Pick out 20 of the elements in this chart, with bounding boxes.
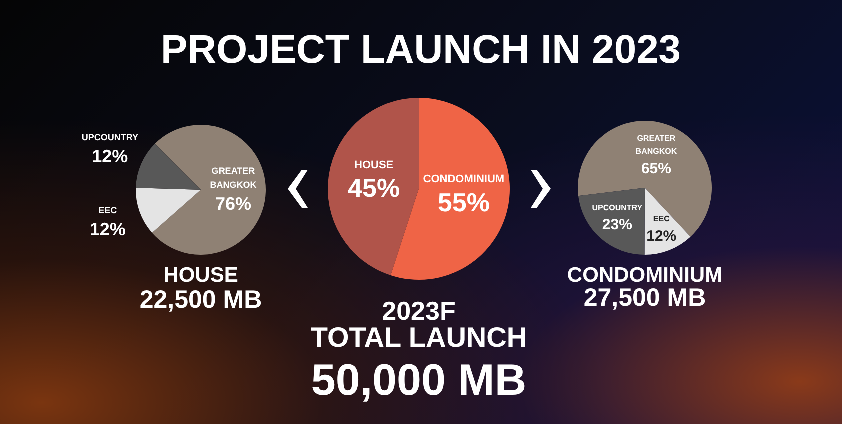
text: 50,000 MB	[311, 356, 527, 406]
data-label: 55%	[438, 187, 490, 218]
chart-title: PROJECT LAUNCH IN 2023	[160, 28, 682, 73]
data-label: 65%	[641, 160, 672, 178]
data-label: 76%	[215, 194, 252, 214]
data-label: 12%	[90, 220, 126, 240]
data-label: 12%	[646, 228, 677, 246]
slice-label: EEC	[98, 206, 118, 216]
slice-label: UPCOUNTRY	[592, 203, 644, 212]
data-label: 12%	[92, 146, 128, 167]
text: 22,500 MB	[140, 286, 262, 315]
slice-label: EEC	[653, 214, 670, 224]
slice-label: GREATER BANGKOK	[636, 134, 678, 156]
data-label: 23%	[602, 216, 632, 234]
text: HOUSE	[164, 264, 238, 288]
slice-label: CONDOMINIUM	[423, 174, 505, 186]
slice-label: GREATER BANGKOK	[210, 166, 258, 190]
data-label: 45%	[348, 173, 400, 204]
slice-label: UPCOUNTRY	[82, 132, 138, 143]
slice-label: HOUSE	[354, 159, 394, 172]
